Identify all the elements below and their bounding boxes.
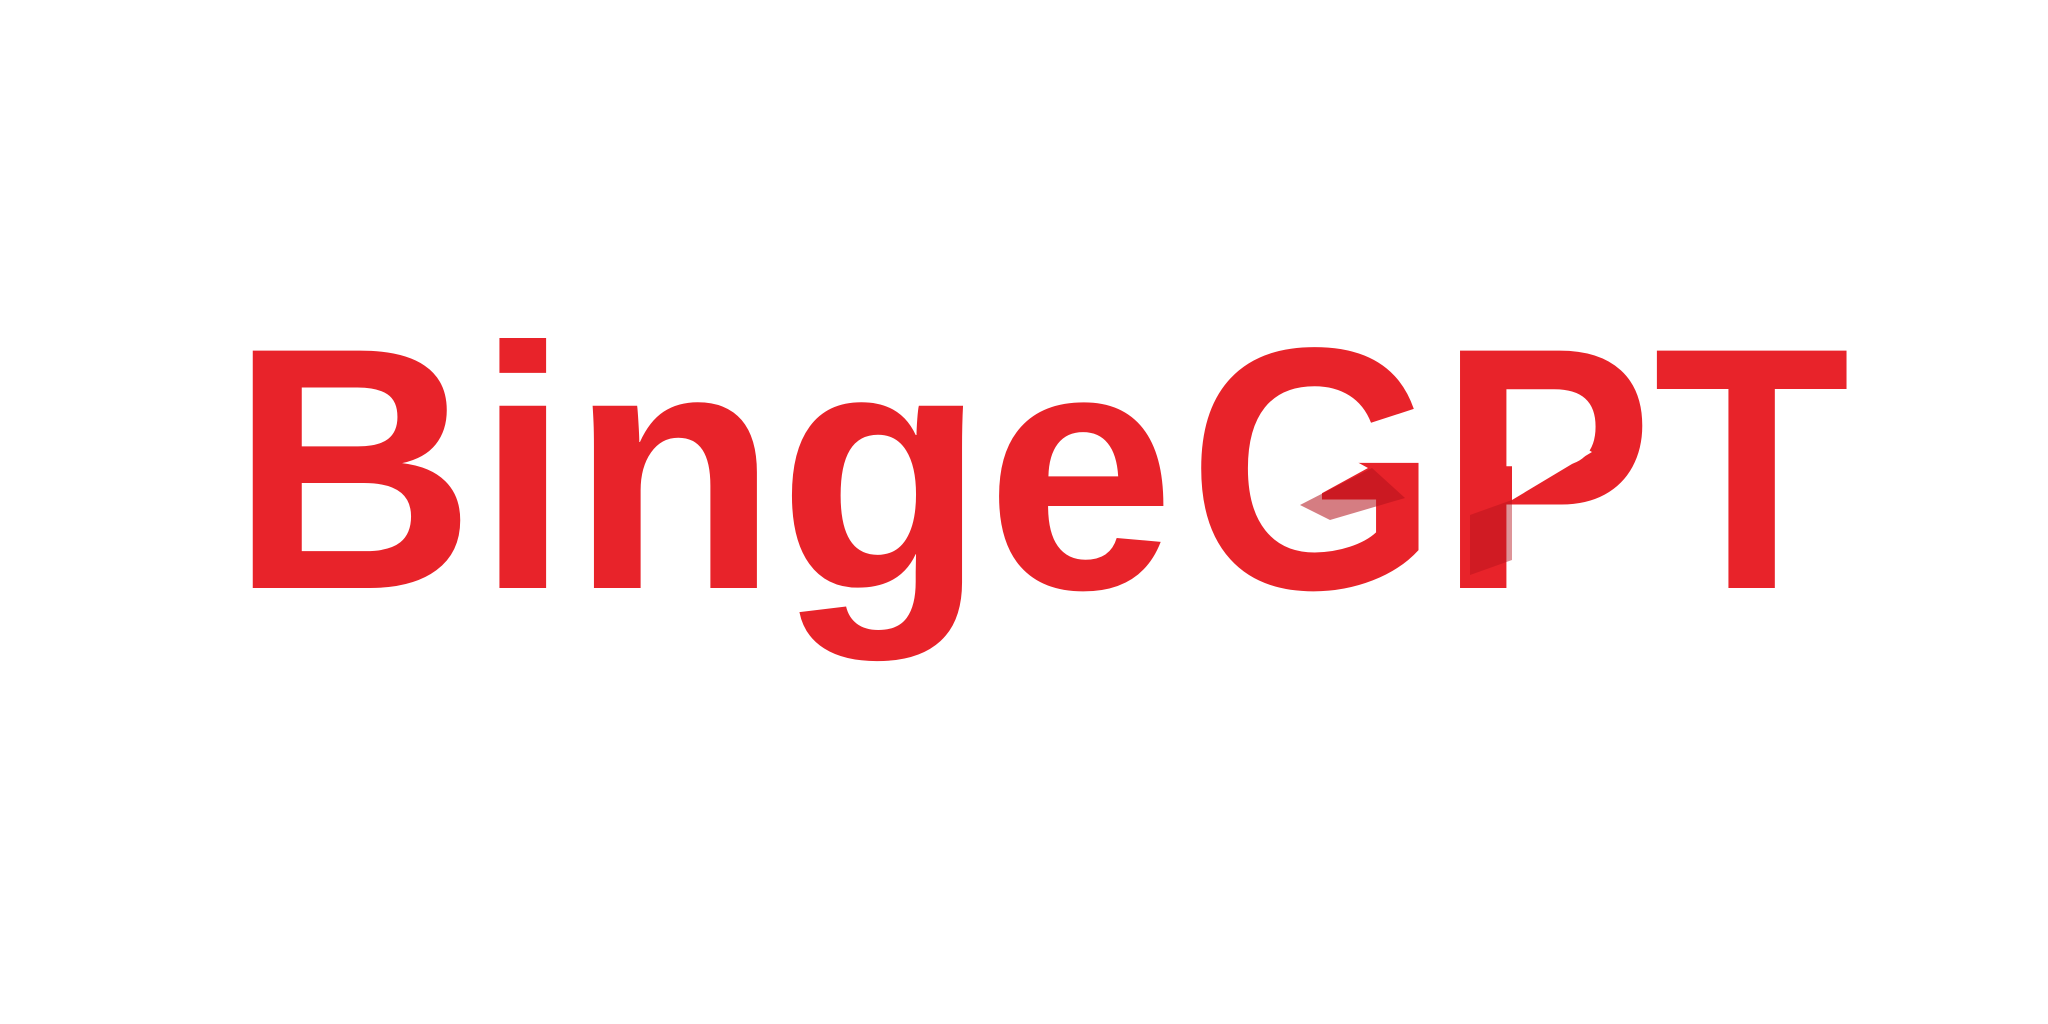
wordmark-prefix: Binge (230, 277, 1175, 663)
play-icon-p (1470, 405, 1592, 575)
play-icon (1295, 428, 1405, 520)
